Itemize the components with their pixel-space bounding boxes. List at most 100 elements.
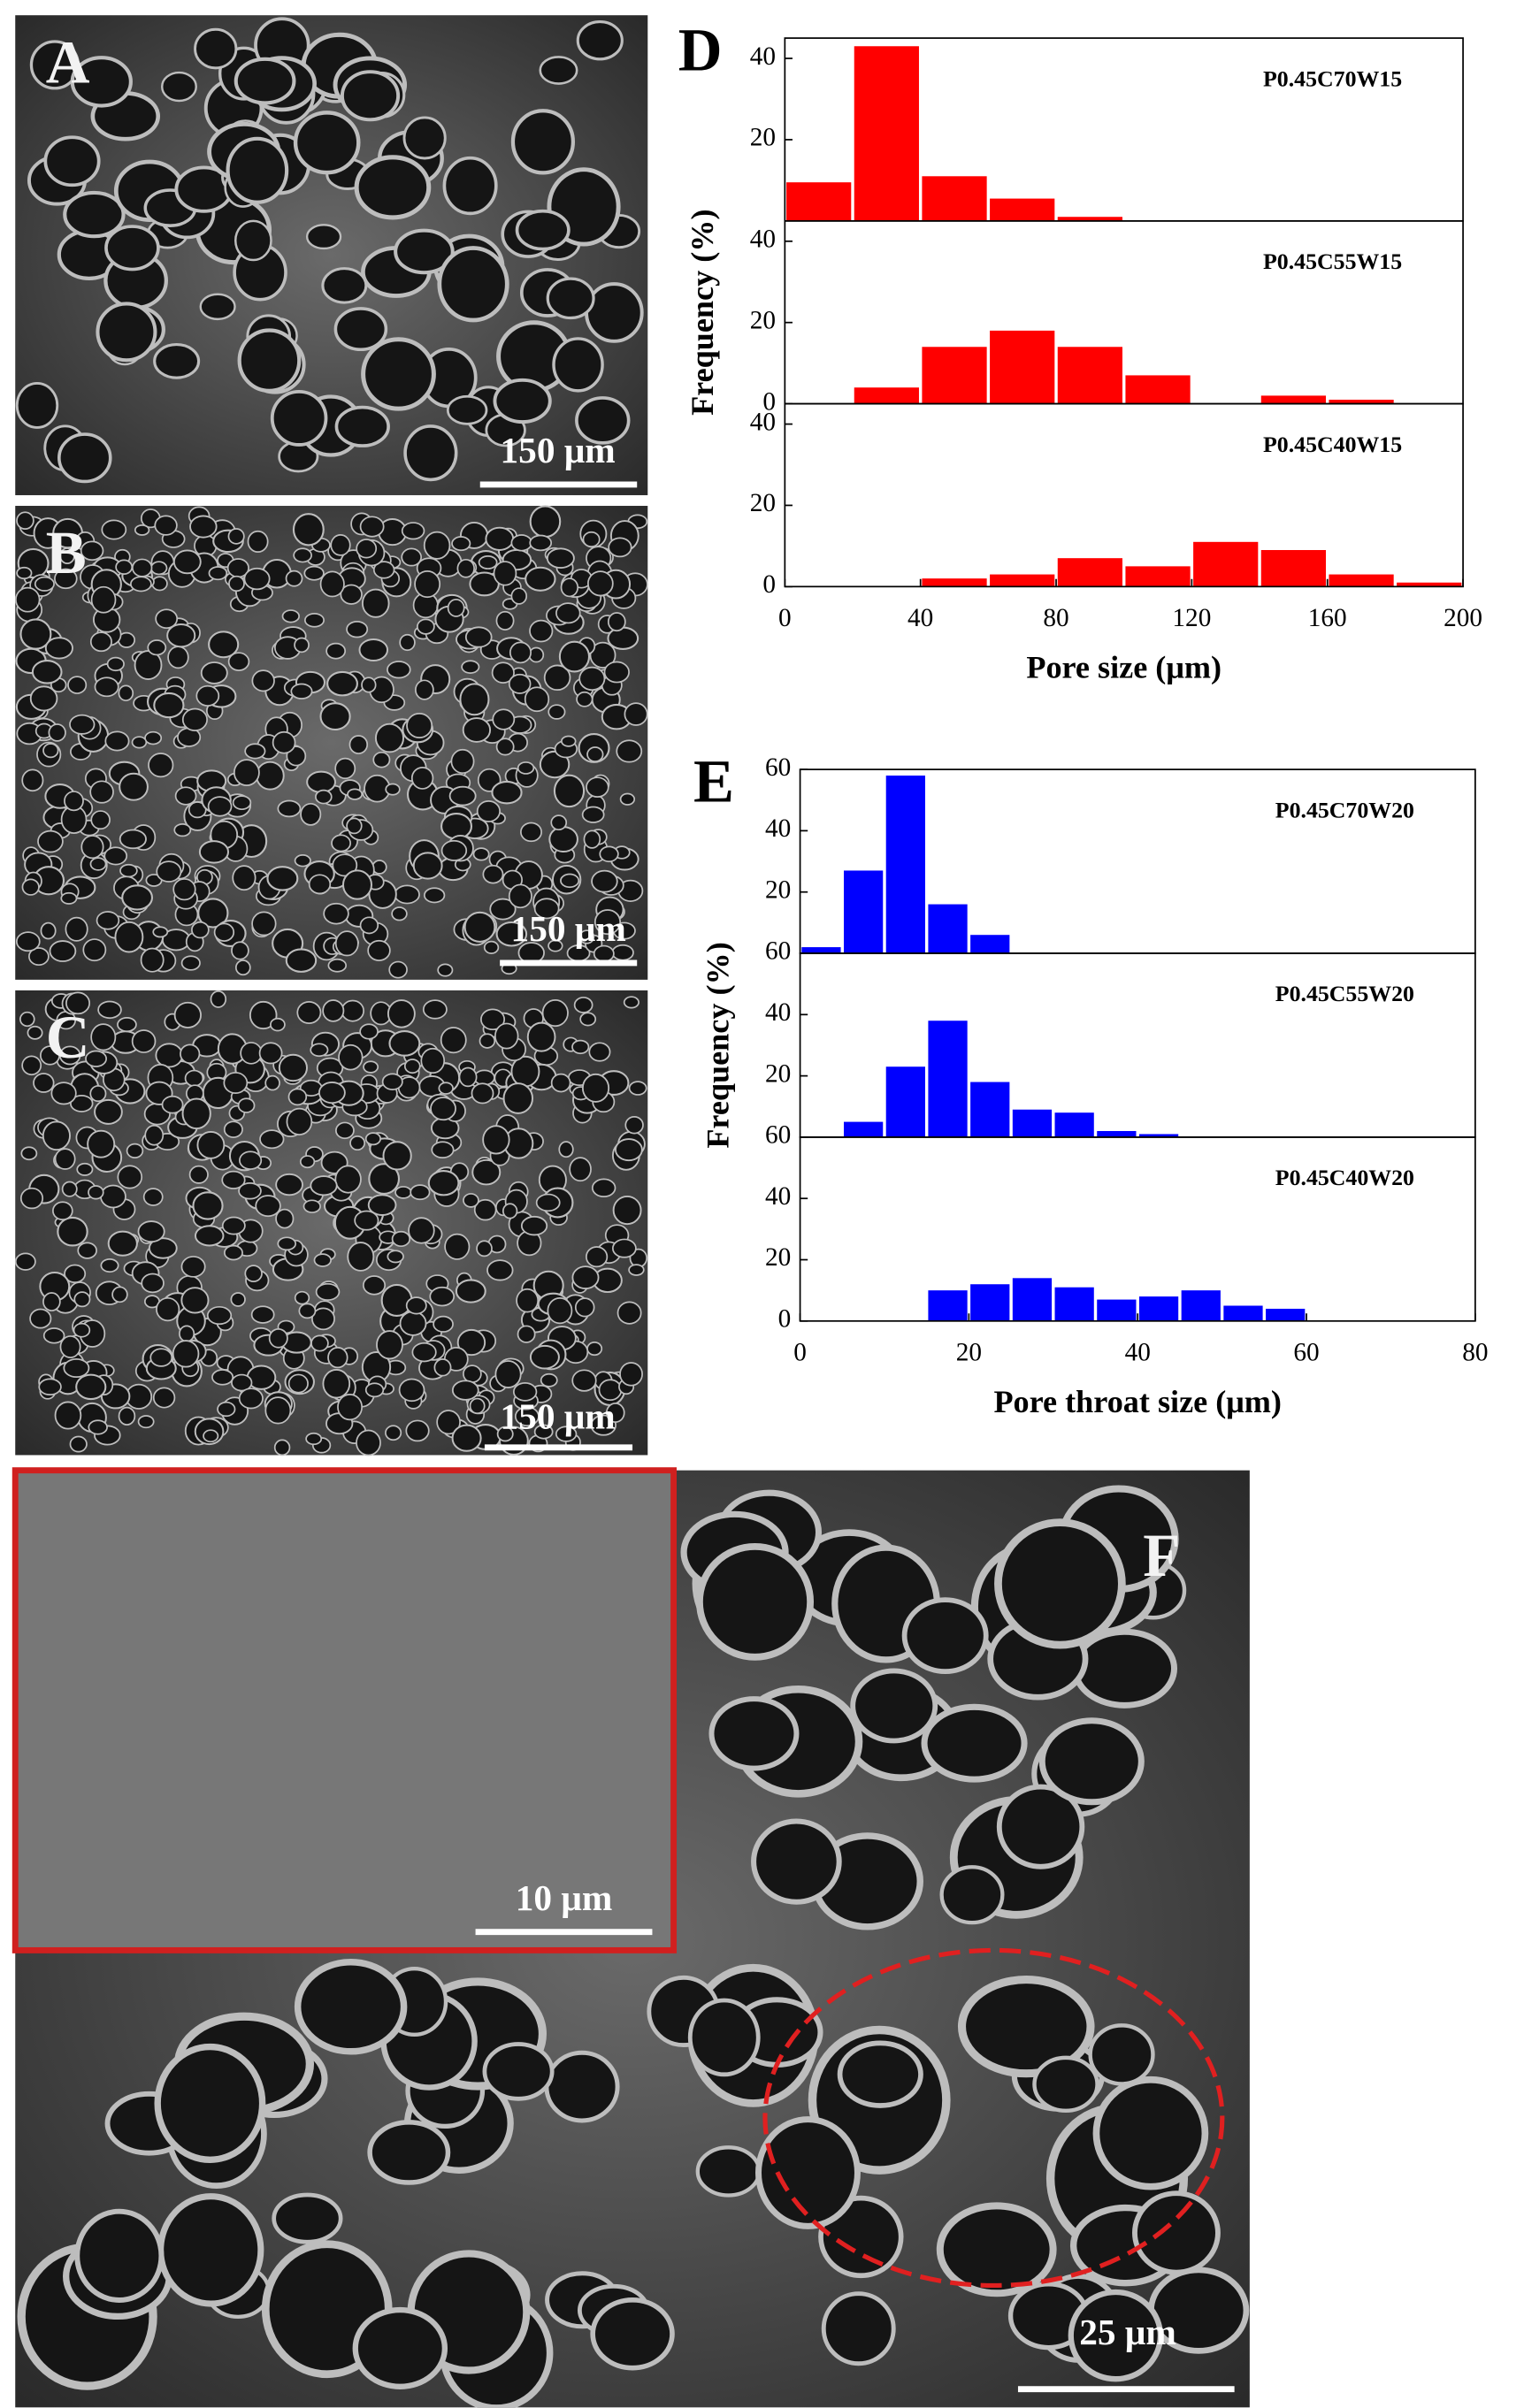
pore (591, 1178, 616, 1198)
pore (294, 1290, 310, 1305)
pore (510, 534, 532, 552)
pore (388, 1030, 421, 1057)
pore (461, 660, 480, 674)
bar (1223, 1305, 1263, 1321)
pore (255, 1195, 281, 1218)
pore (172, 549, 202, 575)
pore (272, 730, 296, 754)
pore (334, 930, 359, 957)
bar (1054, 1112, 1094, 1137)
pore (179, 1325, 195, 1342)
y-tick-label: 40 (765, 998, 791, 1027)
pore (96, 911, 120, 930)
pore (152, 926, 169, 938)
pore (137, 1220, 165, 1243)
pore (340, 70, 401, 122)
pore (322, 999, 345, 1022)
bar (990, 198, 1055, 221)
pore (144, 1124, 165, 1146)
pore (423, 887, 446, 904)
pore (569, 1157, 592, 1182)
pore (256, 761, 285, 791)
pore (624, 702, 648, 726)
pore (586, 746, 604, 762)
pore (194, 1225, 225, 1247)
pore (19, 1011, 35, 1028)
pore (20, 1146, 38, 1161)
bar (1260, 395, 1327, 404)
pore (447, 599, 465, 617)
pore (150, 561, 168, 576)
pore (325, 642, 347, 660)
pore (97, 1000, 122, 1020)
bar (990, 330, 1055, 404)
pore (480, 1008, 506, 1031)
pore (548, 704, 566, 720)
pore (184, 1069, 204, 1087)
pore (515, 209, 571, 251)
pore (64, 1264, 87, 1284)
pore (42, 1120, 71, 1151)
x-tick-label: 0 (778, 604, 792, 632)
bar (1260, 549, 1327, 587)
pore (111, 1286, 128, 1303)
pore (1032, 2055, 1099, 2114)
pore (388, 960, 408, 979)
pore (586, 776, 609, 798)
y-tick-label: 60 (765, 937, 791, 966)
pore (939, 1865, 1005, 1925)
pore (546, 547, 575, 570)
pore (837, 2040, 923, 2108)
pore (585, 282, 644, 343)
pore (623, 996, 639, 1009)
pore (579, 1012, 597, 1027)
pore (313, 1253, 332, 1267)
pore (427, 1170, 460, 1196)
scale-bar-label: 150 μm (501, 430, 616, 470)
pore (173, 1001, 202, 1028)
y-tick-label: 20 (765, 1243, 791, 1272)
pore (153, 692, 185, 719)
scale-bar-label: 25 μm (1079, 2312, 1176, 2352)
pore (471, 1082, 494, 1105)
pore (359, 916, 379, 935)
bar (1097, 1299, 1137, 1321)
pore (512, 1382, 538, 1402)
pore (367, 939, 391, 961)
pore (1088, 2023, 1155, 2086)
pore (141, 1273, 165, 1294)
pore (174, 786, 197, 806)
pore (273, 1439, 291, 1456)
pore (310, 1175, 338, 1196)
pore (401, 522, 425, 540)
pore (333, 307, 388, 352)
bar (970, 1082, 1010, 1137)
pore (73, 1291, 91, 1308)
scale-bar-label: 150 μm (501, 1395, 616, 1436)
pore (140, 947, 165, 973)
x-axis-label: Pore throat size (μm) (993, 1384, 1282, 1419)
panel-label: B (46, 519, 87, 586)
pore (63, 190, 126, 239)
pore (117, 1017, 137, 1033)
pore (223, 1120, 243, 1139)
pore (54, 568, 78, 590)
x-tick-label: 80 (1462, 1338, 1488, 1366)
pore (437, 963, 454, 977)
pore (293, 547, 312, 563)
pore (19, 1187, 44, 1210)
pore (485, 526, 515, 551)
bar (1097, 1130, 1137, 1137)
pore (192, 1191, 224, 1220)
pore (153, 343, 201, 379)
pore (303, 612, 325, 628)
pore (493, 378, 552, 424)
pore (368, 1163, 401, 1195)
pore (155, 1043, 184, 1068)
pore (311, 1307, 335, 1331)
pore (510, 587, 528, 605)
pore (611, 1238, 637, 1258)
y-axis-label: Frequency (%) (685, 210, 720, 416)
pore (578, 929, 595, 944)
pore (520, 822, 542, 843)
